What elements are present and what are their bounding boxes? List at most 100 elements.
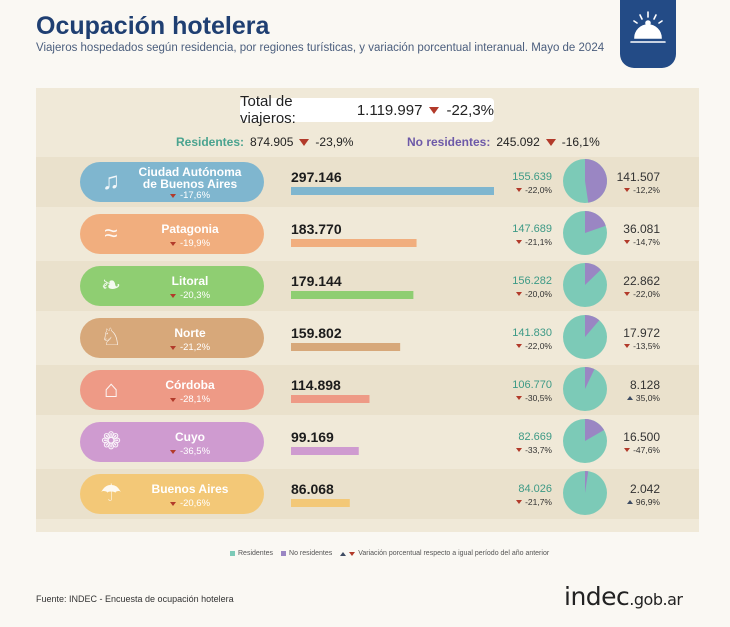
- region-pill: [80, 370, 264, 410]
- residents-count: 156.282: [512, 275, 552, 287]
- legend-label-variacion: Variación porcentual respecto a igual pe…: [358, 550, 550, 557]
- region-variation-value: -17,6%: [179, 190, 211, 201]
- residents-variation-value: -21,7%: [525, 497, 552, 507]
- down-arrow-icon: [349, 551, 356, 556]
- nonresidents-variation-value: 96,9%: [635, 497, 660, 507]
- legend-swatch-no-residentes: [281, 551, 287, 556]
- down-arrow-icon: [516, 240, 523, 244]
- region-variation: -21,2%: [130, 342, 250, 353]
- region-total: 159.802: [291, 325, 342, 341]
- tango-icon: ♫: [102, 168, 120, 195]
- residents-variation: -21,7%: [492, 497, 552, 507]
- nonresidents-variation: -22,0%: [610, 289, 660, 299]
- nonresidents-variation: 35,0%: [610, 393, 660, 403]
- nonresidents-count: 2.042: [629, 482, 660, 496]
- down-arrow-icon: [516, 188, 523, 192]
- nonresidents-count: 141.507: [616, 170, 660, 184]
- region-total: 183.770: [291, 221, 342, 237]
- region-variation: -17,6%: [130, 190, 250, 201]
- nonresidents-variation: -12,2%: [610, 185, 660, 195]
- nonresidents-variation-value: -14,7%: [633, 237, 660, 247]
- region-total: 86.068: [291, 481, 334, 497]
- down-arrow-icon: [169, 193, 176, 198]
- region-pill: [80, 318, 264, 358]
- total-travellers-box: Total de viajeros: 1.119.997 -22,3%: [240, 93, 494, 127]
- pie-slice-no-residentes: [585, 367, 595, 389]
- brand-domain: .gob.ar: [629, 590, 683, 609]
- down-arrow-icon: [169, 241, 176, 246]
- region-total: 114.898: [291, 377, 341, 393]
- nonresidents-label: No residentes:: [407, 135, 491, 149]
- residents-variation-value: -33,7%: [525, 445, 552, 455]
- nonresidents-count: 36.081: [623, 222, 660, 236]
- total-label: Total de viajeros:: [240, 93, 296, 127]
- region-variation: -20,6%: [130, 498, 250, 509]
- region-name: Cuyo: [175, 430, 205, 444]
- hotel-bell-icon: [630, 11, 666, 43]
- total-bar: [291, 291, 414, 299]
- hotel-bell-logo: [620, 0, 676, 68]
- nonresidents-variation: -14,7%: [610, 237, 660, 247]
- region-name: Patagonia: [161, 222, 219, 236]
- region-variation: -20,3%: [130, 290, 250, 301]
- residents-variation: -21,1%: [492, 237, 552, 247]
- legend-swatch-residentes: [230, 551, 235, 556]
- residents-variation-value: -30,5%: [525, 393, 552, 403]
- residents-variation: -30,5%: [492, 393, 552, 403]
- down-arrow-icon: [516, 500, 523, 504]
- nonresidents-summary: No residentes: 245.092 -16,1%: [407, 135, 600, 149]
- nonresidents-variation-value: -47,6%: [633, 445, 660, 455]
- region-pill: [80, 266, 264, 306]
- page-subtitle: Viajeros hospedados según residencia, po…: [36, 42, 605, 54]
- legend: Residentes No residentes Variación porce…: [230, 550, 549, 557]
- region-total: 99.169: [291, 429, 334, 445]
- down-arrow-icon: [624, 292, 631, 296]
- residents-variation-value: -20,0%: [525, 289, 552, 299]
- residents-count: 84.026: [518, 483, 552, 495]
- region-pill: [80, 474, 264, 514]
- total-bar: [291, 447, 359, 455]
- region-variation-value: -20,6%: [179, 498, 211, 509]
- region-variation-value: -20,3%: [179, 290, 211, 301]
- up-arrow-icon: [340, 551, 347, 556]
- residents-variation-value: -22,0%: [525, 185, 552, 195]
- residents-count: 155.639: [512, 171, 552, 183]
- region-name: Norte: [174, 326, 206, 340]
- nonresidents-value: 245.092: [496, 135, 540, 149]
- nonresidents-variation-value: 35,0%: [635, 393, 660, 403]
- down-arrow-icon: [624, 344, 631, 348]
- nonresidents-count: 22.862: [623, 274, 660, 288]
- total-bar: [291, 239, 417, 247]
- legend-item-no-residentes: No residentes: [281, 550, 332, 557]
- pie-slice-no-residentes: [585, 419, 605, 441]
- down-arrow-icon: [169, 501, 176, 506]
- region-pill: [80, 422, 264, 462]
- region-name: Buenos Aires: [151, 482, 229, 496]
- region-name: Córdoba: [165, 378, 215, 392]
- down-arrow-icon: [169, 397, 176, 402]
- region-total: 179.144: [291, 273, 342, 289]
- nonresidents-variation: 96,9%: [610, 497, 660, 507]
- residents-variation-value: -22,0%: [525, 341, 552, 351]
- region-variation-value: -19,9%: [179, 238, 211, 249]
- residents-value: 874.905: [250, 135, 294, 149]
- total-bar: [291, 187, 494, 195]
- indec-brand: indec.gob.ar: [564, 582, 683, 611]
- grapes-icon: ❁: [100, 428, 122, 455]
- up-arrow-icon: [626, 396, 633, 400]
- down-arrow-icon: [169, 345, 176, 350]
- region-variation: -19,9%: [130, 238, 250, 249]
- down-arrow-icon: [624, 188, 631, 192]
- residents-variation: -22,0%: [492, 185, 552, 195]
- residents-count: 106.770: [512, 379, 552, 391]
- legend-item-residentes: Residentes: [230, 550, 273, 557]
- cuckoo-clock-icon: ⌂: [103, 376, 119, 403]
- brand-main: indec: [564, 582, 630, 611]
- nonresidents-variation: -47,6%: [610, 445, 660, 455]
- region-variation-value: -28,1%: [179, 394, 211, 405]
- beach-umbrella-icon: ☂: [100, 480, 122, 507]
- nonresidents-variation: -16,1%: [561, 135, 600, 149]
- pie-slice-no-residentes: [585, 263, 601, 285]
